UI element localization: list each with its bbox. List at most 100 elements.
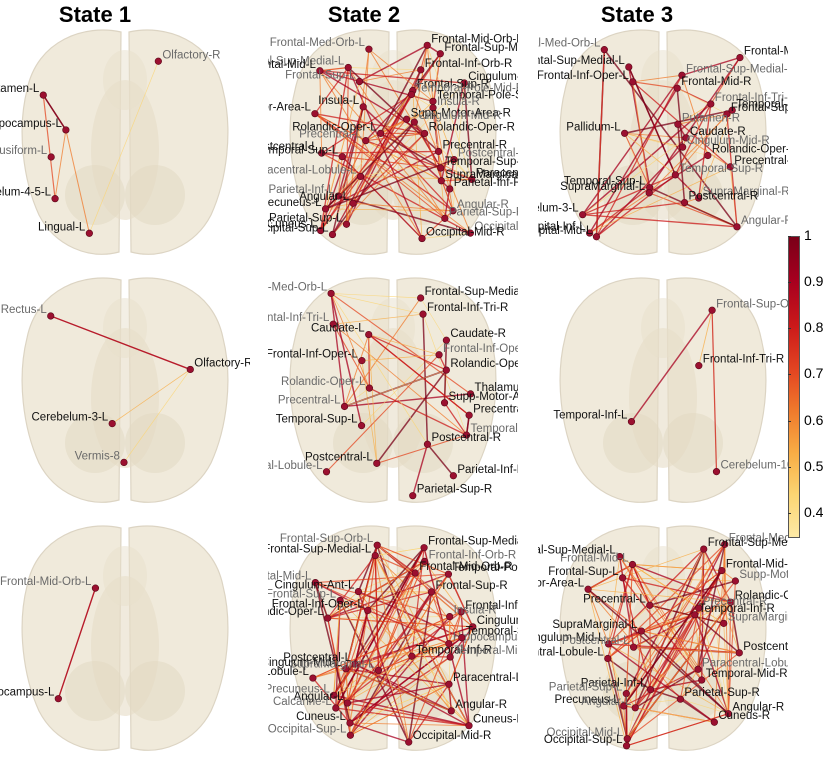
region-node (427, 588, 436, 596)
region-node (449, 472, 457, 480)
connection-edge (632, 74, 683, 83)
connection-edge (338, 90, 414, 197)
region-label: Precuneus-L (555, 694, 621, 706)
region-label: Frontal-Med-Orb-L (538, 38, 601, 50)
region-node (726, 163, 734, 171)
region-node (712, 468, 721, 476)
region-node (328, 230, 337, 239)
connection-edge (347, 683, 450, 704)
region-node (120, 458, 128, 467)
region-label: Temporal-Sup-L (268, 145, 339, 157)
connection-edge (432, 107, 442, 169)
connection-edge (694, 614, 740, 654)
connection-edge (407, 591, 433, 743)
region-label: Cuneus-L (268, 219, 317, 231)
region-label: Frontal-Sup-Medial-L (268, 56, 345, 68)
connection-edge (347, 67, 423, 239)
region-label: Cerebelum-4-5-L (0, 187, 52, 199)
connection-edge (595, 49, 605, 237)
connection-edge (325, 81, 360, 209)
region-node (420, 544, 428, 552)
region-label: Frontal-Sup-L (285, 70, 356, 82)
brain-silhouette (21, 277, 229, 503)
region-node (731, 577, 739, 585)
connection-edge (365, 118, 407, 142)
state-1-title: State 1 (58, 2, 132, 27)
connection-edge (315, 581, 369, 612)
connection-edge (360, 49, 370, 177)
connection-edge (346, 547, 425, 704)
region-label: SupraMarginal-L (560, 181, 646, 193)
connection-edge (345, 643, 449, 670)
region-node (407, 90, 416, 99)
region-label: Cingulum-Mid-L (538, 632, 605, 644)
region-label: Supp-Motor-Area-L (538, 577, 585, 589)
panel-state3-row1: Frontal-Med-Orb-L Frontal-Mid-Orb-R Fronta… (538, 20, 788, 265)
panel-state1-row1: Olfactory-R Putamen-L Hippocampus-L Fusifor… (0, 20, 250, 265)
region-node (682, 134, 690, 142)
connection-edge (649, 187, 738, 228)
region-node (356, 172, 365, 181)
connection-edge (622, 577, 703, 681)
connection-edge (607, 657, 652, 691)
connection-edge (426, 45, 434, 102)
region-label: Caudate-R (690, 126, 746, 138)
region-label: Angular-L (581, 696, 631, 708)
region-node (720, 619, 728, 627)
region-node (346, 719, 354, 727)
colorbar-tick-label: 0.6 (804, 411, 824, 428)
region-node (338, 153, 346, 161)
region-label: Occipital-Mid-R (413, 730, 492, 742)
connection-edge (327, 555, 376, 619)
region-node (316, 67, 324, 75)
region-node (322, 468, 331, 476)
region-node (446, 653, 454, 661)
region-node (355, 77, 364, 86)
region-label: Frontal-Mid-Orb-R (431, 33, 518, 45)
region-node (695, 194, 703, 202)
region-label: Temporal-Mid-R (454, 645, 518, 657)
connection-edge (327, 591, 432, 619)
region-label: Frontal-Sup-Medial-R (425, 286, 518, 298)
region-label: Frontal-Inf-Orb-R (429, 549, 517, 561)
connection-edge (723, 623, 729, 714)
region-label: Frontal-Mid-R (726, 559, 788, 571)
region-node (735, 649, 743, 657)
region-node (676, 695, 684, 703)
region-node (332, 704, 340, 712)
region-label: Postcentral-R (743, 641, 788, 653)
brain-network-svg: Olfactory-R Putamen-L Hippocampus-L Fusifor… (0, 29, 229, 255)
connection-edge (314, 582, 351, 724)
connection-edge (319, 70, 323, 154)
region-label: Angular-R (732, 702, 784, 714)
connection-edge (335, 707, 470, 727)
connection-edge (326, 354, 440, 473)
connection-edge (360, 159, 455, 177)
region-label: Frontal-Sup-L (268, 589, 337, 601)
region-node (727, 598, 735, 606)
region-node (592, 233, 601, 241)
region-node (710, 718, 718, 726)
region-label: Temporal-Sup-R (466, 626, 518, 638)
connection-edge (333, 561, 426, 696)
connection-edge (641, 607, 699, 632)
region-node (446, 612, 454, 621)
region-node (417, 66, 425, 74)
brain-network-svg: Frontal-Sup-Orb-R Frontal-Inf-Tri-R Tempor… (553, 277, 788, 503)
region-label: Paracentral-Lobule-L (268, 666, 309, 678)
connection-edge (412, 90, 423, 239)
region-label: Frontal-Inf-Tri-R (427, 302, 508, 314)
region-node (342, 220, 351, 228)
connection-edge (368, 334, 371, 389)
region-label: Frontal-Sup-L (548, 566, 619, 578)
connection-edge (650, 580, 736, 691)
region-label: Precuneus-L (268, 683, 330, 695)
panel-state2-row3: Frontal-Sup-Orb-LFrontal-Sup-Medial-RFro… (268, 516, 518, 761)
connection-edge (648, 109, 733, 194)
connection-edge (649, 605, 652, 690)
state-2-title: State 2 (327, 2, 401, 27)
region-label: Caudate-L (311, 323, 365, 335)
